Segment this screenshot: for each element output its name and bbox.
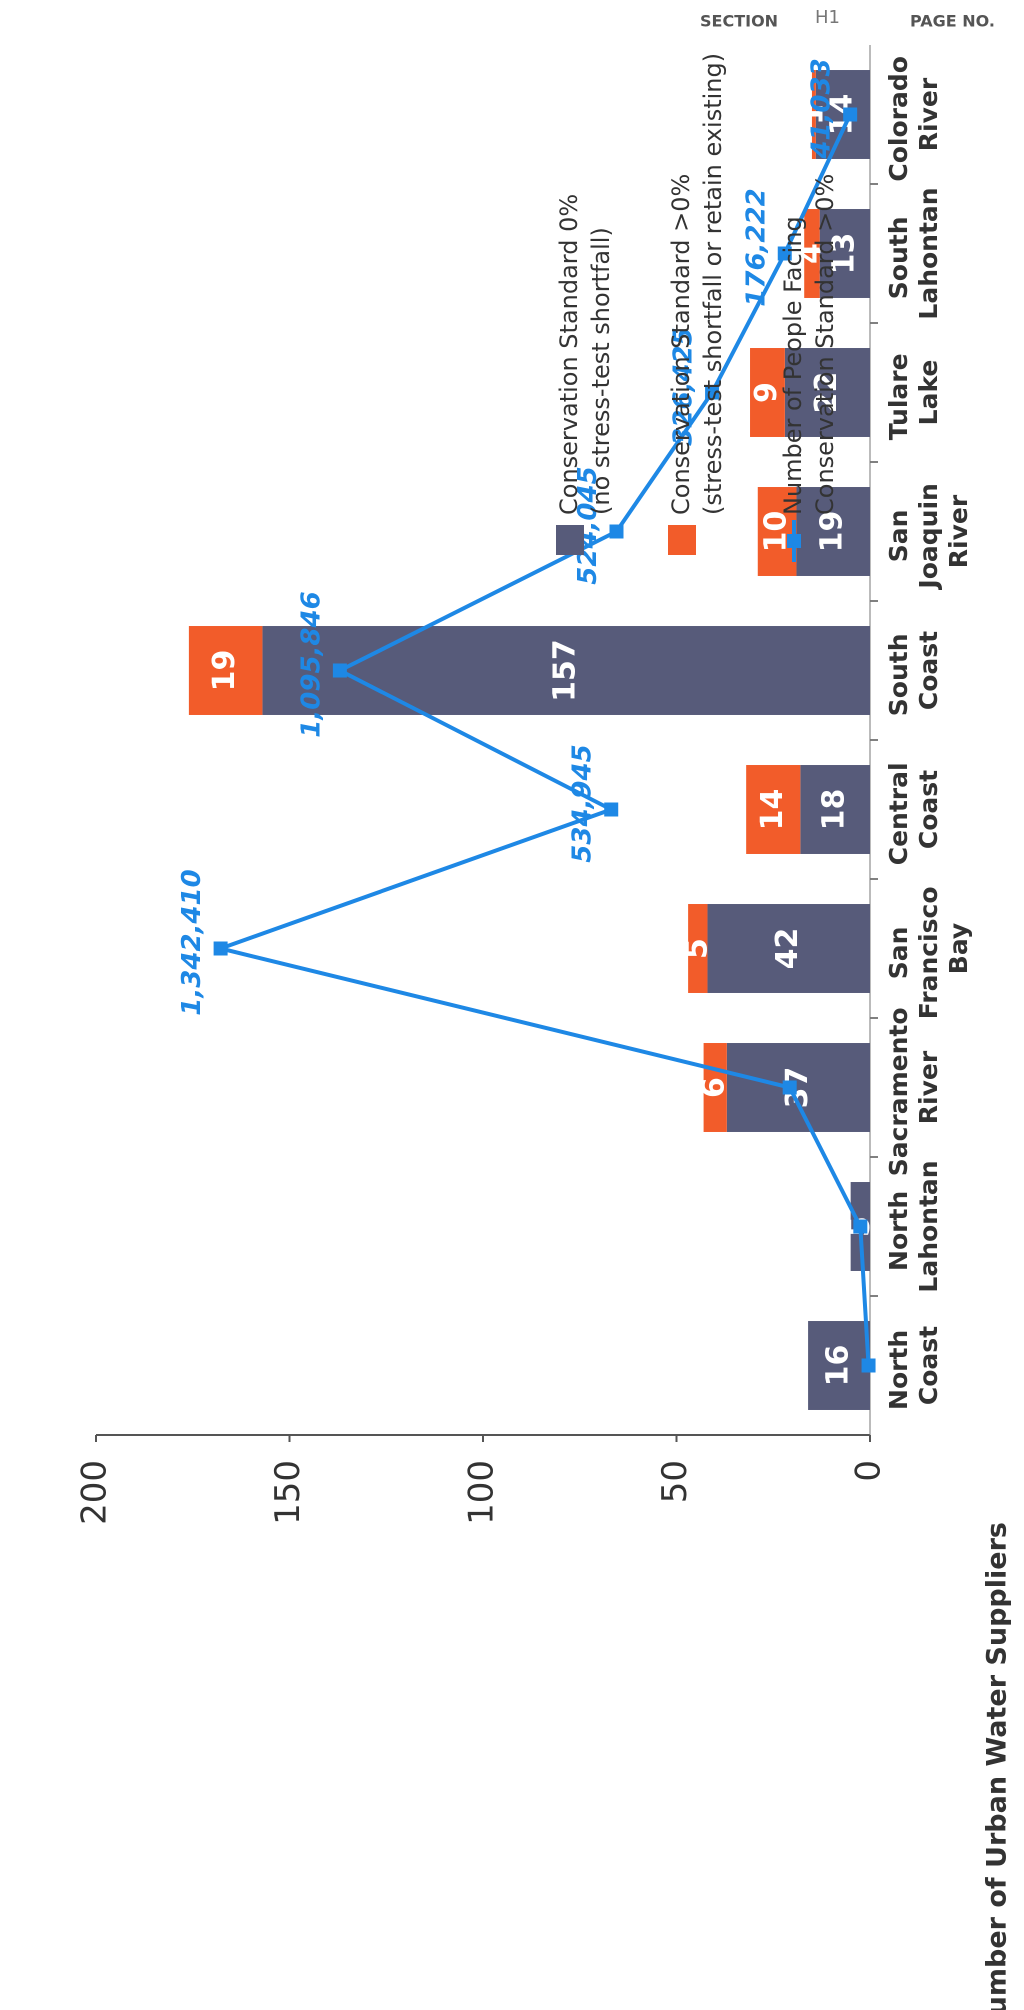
y-axis-title: Number of Urban Water Suppliers xyxy=(982,1522,1013,2010)
line-label: 176,222 xyxy=(741,188,771,306)
legend-swatch xyxy=(787,534,801,548)
bar-label: 6 xyxy=(697,1077,732,1098)
bar-segment xyxy=(688,904,708,993)
x-tick-label: Tulare Lake xyxy=(884,345,943,441)
bar-segment xyxy=(703,1043,727,1132)
line-marker xyxy=(853,1219,868,1234)
legend-label: Number of People Facing Conservation Sta… xyxy=(779,174,839,515)
bar-label: 4 xyxy=(793,243,828,264)
bar-segment xyxy=(819,209,871,298)
bar-label: 13 xyxy=(826,233,861,275)
line-label: 1,095,846 xyxy=(296,591,326,737)
x-tick-label: Colorado River xyxy=(884,47,943,181)
bar-segment xyxy=(804,209,820,298)
y-tick-label: 0 xyxy=(849,1460,889,1482)
line-marker xyxy=(213,941,228,956)
line-marker xyxy=(843,107,858,122)
line-marker xyxy=(782,1080,797,1095)
page-label: PAGE NO. xyxy=(910,12,995,31)
legend-label: Conservation Standard >0% (stress-test s… xyxy=(667,53,727,515)
line-marker xyxy=(609,524,624,539)
bar-segment xyxy=(707,904,871,993)
bar-label: 1 xyxy=(795,104,830,125)
x-tick-label: North Lahontan xyxy=(884,1160,943,1292)
bar-segment xyxy=(746,765,801,854)
bar-segment xyxy=(815,70,871,159)
x-tick-label: South Lahontan xyxy=(884,187,943,319)
bar-segment xyxy=(808,1321,871,1410)
line-marker xyxy=(332,663,347,678)
line-label: 1,342,410 xyxy=(177,869,207,1015)
y-tick-label: 200 xyxy=(75,1460,115,1525)
line-label: 41,033 xyxy=(807,58,837,159)
bar-segment xyxy=(726,1043,870,1132)
bar-segment xyxy=(800,765,871,854)
bar-label: 42 xyxy=(770,928,805,970)
line-label: 326,425 xyxy=(669,327,699,445)
bar-label: 19 xyxy=(815,511,850,553)
y-tick-label: 50 xyxy=(655,1460,695,1503)
bar-segment xyxy=(750,348,785,437)
legend-label: Conservation Standard 0% (no stress-test… xyxy=(555,186,615,515)
x-tick-label: San Joaquin River xyxy=(884,474,973,590)
bar-label: 18 xyxy=(817,789,852,831)
line-marker xyxy=(705,385,720,400)
y-tick-label: 100 xyxy=(462,1460,502,1525)
line-marker xyxy=(777,246,792,261)
x-tick-label: South Coast xyxy=(884,625,943,716)
section-label: SECTION xyxy=(700,12,778,31)
bar-segment xyxy=(262,626,871,715)
bar-label: 5 xyxy=(679,938,714,959)
bar-label: 157 xyxy=(548,639,583,702)
bar-segment xyxy=(784,348,870,437)
bar-segment xyxy=(757,487,797,576)
y-tick-label: 150 xyxy=(268,1460,308,1525)
bar-segment xyxy=(188,626,263,715)
bar-label: 19 xyxy=(207,650,242,692)
x-tick-label: Central Coast xyxy=(884,754,943,866)
bar-label: 14 xyxy=(755,789,790,831)
x-tick-label: Sacramento River xyxy=(884,999,943,1177)
section-number: H1 xyxy=(815,7,840,28)
x-tick-label: North Coast xyxy=(884,1321,943,1410)
rotated-chart: Number of Urban Water Suppliers 05010015… xyxy=(75,45,1013,2010)
bar-segment xyxy=(811,70,816,159)
legend-swatch xyxy=(668,525,696,555)
line-label: 534,945 xyxy=(568,744,598,862)
line-marker xyxy=(604,802,619,817)
bar-segment xyxy=(796,487,870,576)
bar-label: 22 xyxy=(809,372,844,414)
line xyxy=(213,113,871,1366)
bar-label: 9 xyxy=(749,382,784,403)
line-marker xyxy=(861,1358,876,1373)
x-tick-label: San Francisco Bay xyxy=(884,878,973,1019)
legend-swatch xyxy=(556,525,584,555)
bar-label: 16 xyxy=(821,1345,856,1387)
